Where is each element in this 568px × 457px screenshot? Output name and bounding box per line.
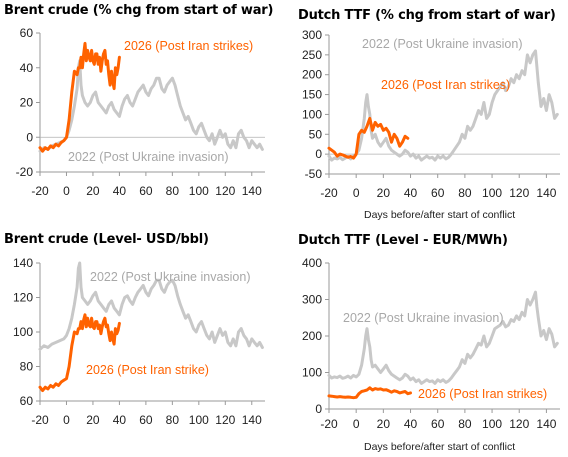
x-tick-label: 60 [431,186,445,200]
x-tick-label: 40 [113,413,127,427]
x-tick-label: 80 [166,184,180,198]
series-2026-line [38,41,121,153]
label-2022: 2022 (Post Ukraine invasion) [362,37,523,51]
x-tick-label: 100 [482,417,502,431]
x-tick-label: 100 [189,184,209,198]
x-tick-label: 0 [63,184,70,198]
series-2022-line [327,49,559,162]
x-tick-label: -20 [31,184,49,198]
label-2026: 2026 (Post Iran strikes) [418,387,547,401]
x-tick-label: 80 [166,413,180,427]
y-tick-label: 0 [315,147,322,161]
y-tick-label: 100 [302,366,322,380]
series-2026-line [327,116,410,160]
x-tick-label: 0 [353,186,360,200]
ttf-pct-title: Dutch TTF (% chg from start of war) [298,8,556,23]
y-tick-label: 140 [13,256,33,270]
x-tick-label: 60 [139,413,153,427]
y-tick-label: -50 [305,167,323,181]
series-2022-line [38,59,264,153]
x-tick-label: 120 [509,186,529,200]
y-tick-label: 150 [302,88,322,102]
y-tick-label: 40 [20,61,34,75]
y-tick-label: 300 [302,293,322,307]
y-tick-label: 60 [20,394,34,408]
label-2026: 2026 (Post Iran strikes) [381,78,510,92]
x-tick-label: 40 [404,417,418,431]
y-tick-label: 20 [20,96,34,110]
y-tick-label: 0 [315,402,322,416]
y-tick-label: 400 [302,256,322,270]
x-axis-caption-bottom: Days before/after start of conflict [364,441,516,453]
y-tick-label: 200 [302,329,322,343]
y-tick-label: 250 [302,48,322,62]
series-2022-line [327,290,559,385]
brent-pct-title: Brent crude (% chg from start of war) [4,3,274,18]
x-tick-label: 120 [215,184,235,198]
y-tick-label: 100 [13,325,33,339]
y-tick-label: 300 [302,28,322,42]
y-tick-label: 80 [20,360,34,374]
y-tick-label: 100 [302,107,322,121]
x-axis-caption-top: Days before/after start of conflict [364,209,516,221]
x-tick-label: 0 [353,417,360,431]
x-tick-label: 20 [86,184,100,198]
y-tick-label: 0 [26,130,33,144]
brent-level-title: Brent crude (Level- USD/bbl) [4,232,209,247]
x-tick-label: 60 [431,417,445,431]
x-tick-label: 0 [63,413,70,427]
y-tick-label: 50 [309,127,323,141]
x-tick-label: 20 [377,417,391,431]
x-tick-label: 100 [189,413,209,427]
series-2026-line [327,386,412,400]
x-tick-label: -20 [31,413,49,427]
label-2022: 2022 (Post Ukraine invasion) [90,270,251,284]
y-tick-label: -20 [16,165,34,179]
x-tick-label: 140 [242,413,262,427]
x-tick-label: 100 [482,186,502,200]
x-tick-label: -20 [320,417,338,431]
x-tick-label: 140 [536,186,556,200]
label-2026: 2026 (Post Iran strike) [86,363,209,377]
x-tick-label: 80 [458,186,472,200]
x-tick-label: 120 [509,417,529,431]
y-tick-label: 200 [302,68,322,82]
label-2022: 2022 (Post Ukraine invasion) [68,150,229,164]
y-tick-label: 60 [20,26,34,40]
x-tick-label: 40 [404,186,418,200]
x-tick-label: 40 [113,184,127,198]
x-tick-label: 140 [242,184,262,198]
x-tick-label: 20 [377,186,391,200]
ttf-level-title: Dutch TTF (Level - EUR/MWh) [298,233,508,248]
x-tick-label: 140 [536,417,556,431]
x-tick-label: 60 [139,184,153,198]
x-tick-label: 80 [458,417,472,431]
series-2022-line [38,261,264,351]
label-2022: 2022 (Post Ukraine invasion) [343,311,504,325]
y-tick-label: 120 [13,291,33,305]
x-tick-label: 120 [215,413,235,427]
x-tick-label: -20 [320,186,338,200]
x-tick-label: 20 [86,413,100,427]
label-2026: 2026 (Post Iran strikes) [124,39,253,53]
series-2026-line [38,313,121,393]
